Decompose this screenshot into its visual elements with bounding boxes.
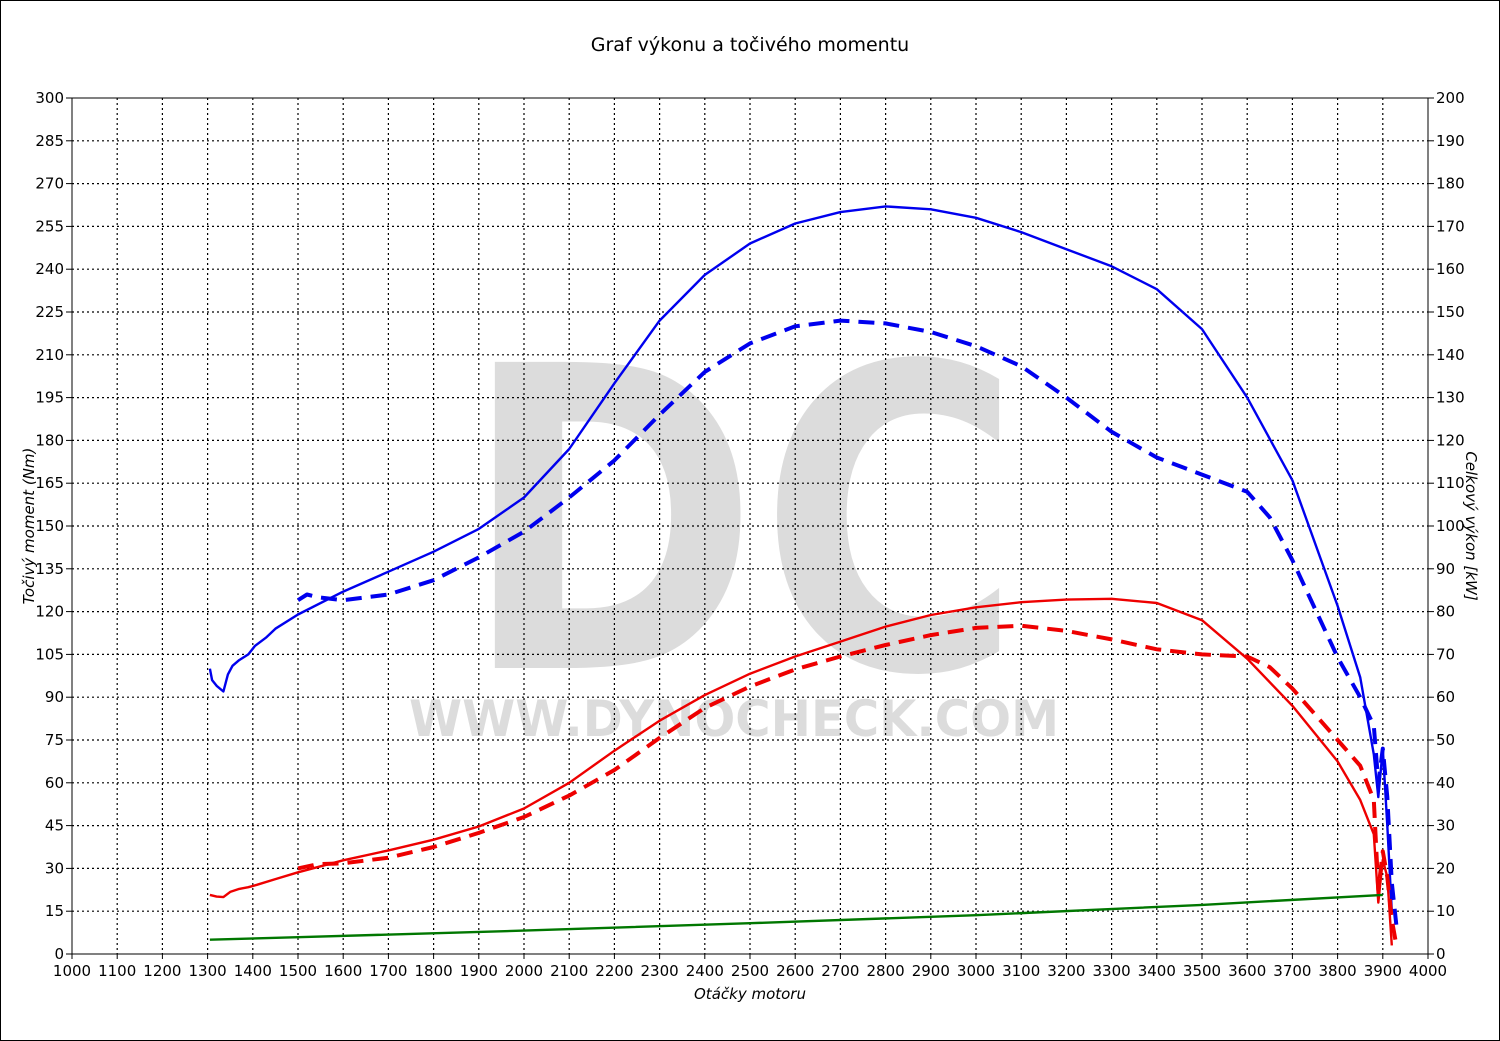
y-right-tick-label: 70 (1436, 645, 1455, 663)
y-left-tick-label: 285 (35, 132, 64, 150)
x-tick-label: 3200 (1047, 962, 1085, 980)
y-left-tick-label: 135 (35, 560, 64, 578)
x-tick-label: 1300 (189, 962, 227, 980)
watermark-url: WWW.DYNOCHECK.COM (409, 690, 1059, 748)
y-left-tick-label: 210 (35, 346, 64, 364)
y-left-tick-label: 180 (35, 431, 64, 449)
y-right-tick-label: 110 (1436, 474, 1465, 492)
x-tick-label: 2900 (912, 962, 950, 980)
watermark: DC WWW.DYNOCHECK.COM (409, 279, 1059, 768)
y-right-tick-label: 90 (1436, 560, 1455, 578)
series-line-3 (209, 597, 1393, 946)
series-line-4 (297, 623, 1399, 946)
x-tick-label: 2800 (867, 962, 905, 980)
y-right-tick-label: 80 (1436, 603, 1455, 621)
x-tick-label: 2300 (641, 962, 679, 980)
y-left-tick-label: 150 (35, 517, 64, 535)
y-axis-right-label: Celkový výkon [kW] (1462, 451, 1480, 601)
y-left-tick-label: 105 (35, 645, 64, 663)
x-tick-label: 1900 (460, 962, 498, 980)
y-right-tick-label: 190 (1436, 132, 1465, 150)
y-left-tick-label: 120 (35, 603, 64, 621)
x-tick-label: 2000 (505, 962, 543, 980)
x-tick-label: 1400 (234, 962, 272, 980)
x-tick-label: 3000 (957, 962, 995, 980)
y-left-tick-label: 225 (35, 303, 64, 321)
y-right-tick-label: 160 (1436, 260, 1465, 278)
x-tick-label: 2400 (686, 962, 724, 980)
x-tick-label: 3300 (1093, 962, 1131, 980)
y-left-tick-label: 240 (35, 260, 64, 278)
x-tick-label: 1000 (53, 962, 91, 980)
y-left-tick-label: 0 (54, 945, 64, 963)
y-right-tick-label: 140 (1436, 346, 1465, 364)
y-left-tick-label: 60 (45, 774, 64, 792)
x-tick-label: 2200 (595, 962, 633, 980)
y-right-tick-label: 30 (1436, 817, 1455, 835)
y-right-tick-label: 20 (1436, 859, 1455, 877)
y-left-tick-label: 255 (35, 217, 64, 235)
x-tick-label: 2100 (550, 962, 588, 980)
y-left-tick-label: 195 (35, 389, 64, 407)
x-axis-label: Otáčky motoru (694, 985, 806, 1003)
y-left-tick-label: 270 (35, 175, 64, 193)
y-left-tick-label: 45 (45, 817, 64, 835)
y-right-tick-label: 120 (1436, 431, 1465, 449)
series-group (208, 205, 1399, 946)
y-left-tick-label: 90 (45, 688, 64, 706)
y-left-tick-label: 300 (35, 89, 64, 107)
series-line-5 (209, 893, 1383, 941)
x-tick-label: 2600 (776, 962, 814, 980)
x-tick-label: 1700 (369, 962, 407, 980)
y-right-tick-label: 130 (1436, 389, 1465, 407)
y-right-tick-label: 0 (1436, 945, 1446, 963)
x-tick-label: 2500 (731, 962, 769, 980)
y-right-tick-label: 170 (1436, 217, 1465, 235)
x-tick-label: 3700 (1273, 962, 1311, 980)
y-right-tick-label: 10 (1436, 902, 1455, 920)
x-tick-label: 1600 (324, 962, 362, 980)
y-right-tick-label: 200 (1436, 89, 1465, 107)
x-tick-label: 1100 (98, 962, 136, 980)
y-left-tick-label: 165 (35, 474, 64, 492)
y-left-tick-label: 75 (45, 731, 64, 749)
x-tick-label: 3500 (1183, 962, 1221, 980)
x-tick-label: 3900 (1364, 962, 1402, 980)
x-tick-label: 3600 (1228, 962, 1266, 980)
series-line-2 (296, 318, 1399, 926)
y-right-tick-label: 50 (1436, 731, 1455, 749)
x-tick-label: 1500 (279, 962, 317, 980)
x-tick-label: 1800 (415, 962, 453, 980)
chart-title: Graf výkonu a točivého momentu (590, 34, 910, 56)
y-right-tick-label: 150 (1436, 303, 1465, 321)
y-right-tick-label: 100 (1436, 517, 1465, 535)
y-axis-left-label: Točivý moment (Nm) (20, 448, 38, 605)
y-right-tick-label: 60 (1436, 688, 1455, 706)
x-tick-label: 3100 (1002, 962, 1040, 980)
tick-labels: 1000 1100 1200 1300 1400 1500 1600 1700 1800 1900… (35, 89, 1464, 980)
y-left-tick-label: 30 (45, 859, 64, 877)
watermark-logo: DC (462, 279, 1022, 768)
y-right-tick-label: 180 (1436, 175, 1465, 193)
x-tick-label: 3400 (1138, 962, 1176, 980)
x-tick-label: 1200 (143, 962, 181, 980)
series-line-1 (208, 205, 1393, 912)
x-tick-label: 3800 (1319, 962, 1357, 980)
y-right-tick-label: 40 (1436, 774, 1455, 792)
x-tick-label: 2700 (821, 962, 859, 980)
y-left-tick-label: 15 (45, 902, 64, 920)
x-tick-label: 4000 (1409, 962, 1447, 980)
